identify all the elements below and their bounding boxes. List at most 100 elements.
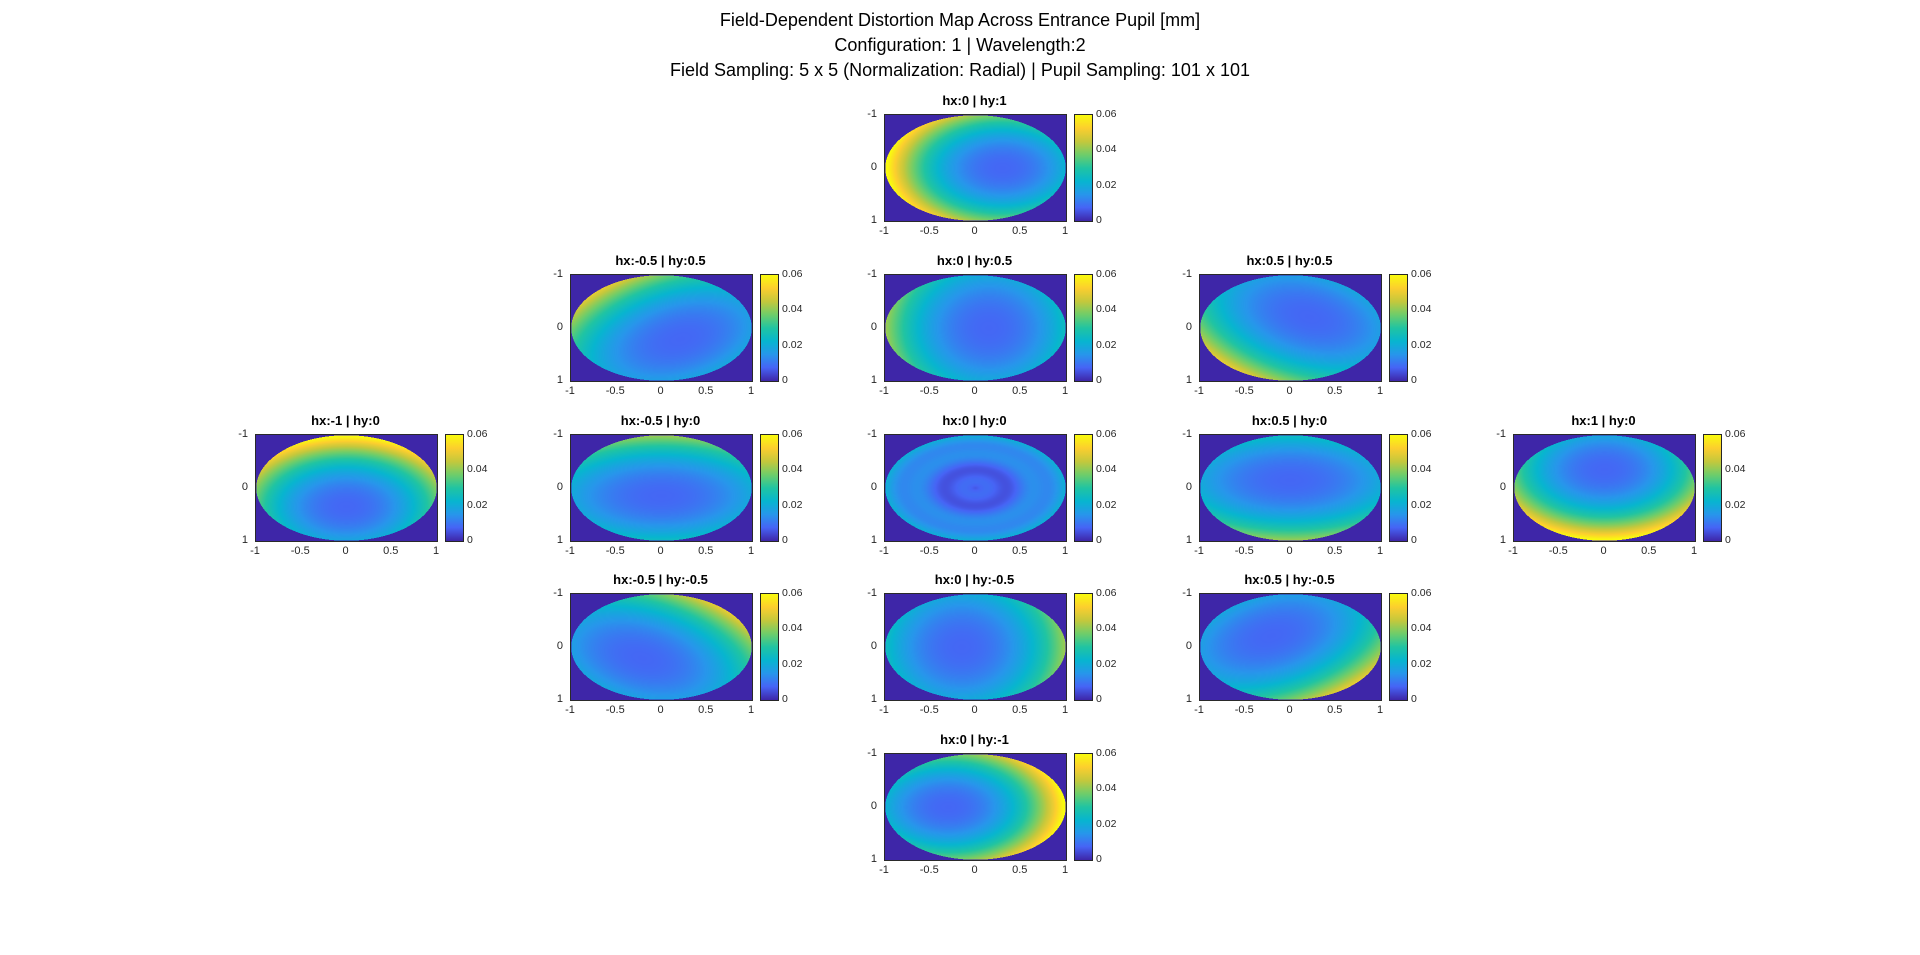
x-axis-tick-label: -1 <box>565 385 575 397</box>
x-axis-tick-label: 1 <box>1061 385 1069 397</box>
x-axis-tick-label: -0.5 <box>919 225 939 237</box>
colorbar-tick-label: 0 <box>1411 534 1417 546</box>
y-axis-tick-label: 0 <box>870 800 877 812</box>
x-axis-tick-label: -1 <box>1194 704 1204 716</box>
y-axis-tick-label: 1 <box>556 374 563 386</box>
x-axis-tick-label: -0.5 <box>605 385 625 397</box>
x-axis-tick-label: -0.5 <box>605 545 625 557</box>
x-axis-tick-label: 1 <box>747 385 755 397</box>
colorbar <box>1074 753 1093 861</box>
y-axis-tick-label: 1 <box>1185 534 1192 546</box>
y-axis-tick-label: 0 <box>1185 640 1192 652</box>
x-axis-tick-label: 1 <box>1061 545 1069 557</box>
colorbar-tick-label: 0.06 <box>1411 587 1432 599</box>
colorbar-tick-label: 0.04 <box>1725 463 1746 476</box>
colorbar-tick-label: 0.06 <box>1725 428 1746 440</box>
subplot-hx-0.5-hy-0.5: hx:-0.5 | hy:-0.5 -1 0 1 -1 -0.5 0 0.5 1 0 0.02 0.0… <box>536 569 822 717</box>
subplot-title: hx:-1 | hy:0 <box>311 413 380 428</box>
colorbar-tick-label: 0.06 <box>1411 428 1432 440</box>
y-axis-tick-label: 0 <box>241 481 248 493</box>
subplot-hx-1-hy0: hx:-1 | hy:0 -1 0 1 -1 -0.5 0 0.5 1 0 0.02 0.04 0.06 <box>221 410 507 558</box>
colorbar-tick-label: 0.06 <box>782 268 803 280</box>
x-axis-tick-label: 0 <box>657 704 664 716</box>
x-axis-tick-label: 0 <box>342 545 349 557</box>
colorbar-tick-label: 0.02 <box>1411 498 1432 511</box>
x-axis-tick-label: 0.5 <box>1012 864 1028 876</box>
y-axis-tick-label: 0 <box>870 640 877 652</box>
x-axis-tick-label: 1 <box>432 545 440 557</box>
x-axis-tick-label: 0.5 <box>1012 225 1028 237</box>
colorbar-tick-label: 0 <box>1096 374 1102 386</box>
x-axis-tick-label: 0 <box>1286 704 1293 716</box>
x-axis-tick-label: -0.5 <box>605 704 625 716</box>
y-axis-tick-label: 0 <box>556 481 563 493</box>
y-axis-tick-label: -1 <box>553 428 563 440</box>
y-axis-tick-label: 0 <box>556 640 563 652</box>
y-axis-tick-label: -1 <box>867 747 877 759</box>
colorbar-tick-label: 0.04 <box>1411 303 1432 316</box>
x-axis-tick-label: 0.5 <box>698 545 714 557</box>
colorbar-tick-label: 0 <box>1411 374 1417 386</box>
distortion-heatmap <box>1513 434 1696 542</box>
colorbar-tick-label: 0.02 <box>782 657 803 670</box>
colorbar-tick-label: 0.04 <box>782 303 803 316</box>
x-axis-tick-label: 1 <box>1061 704 1069 716</box>
x-axis-tick-label: -1 <box>1194 385 1204 397</box>
colorbar-tick-label: 0.02 <box>1411 338 1432 351</box>
x-axis-tick-label: -0.5 <box>919 545 939 557</box>
subplot-title: hx:-0.5 | hy:0 <box>620 413 701 428</box>
subplot-title: hx:0.5 | hy:-0.5 <box>1244 572 1335 587</box>
colorbar <box>1703 434 1722 542</box>
y-axis-tick-label: 1 <box>1185 374 1192 386</box>
distortion-heatmap <box>570 593 753 701</box>
x-axis-tick-label: 0 <box>971 225 978 237</box>
distortion-heatmap <box>570 434 753 542</box>
y-axis-tick-label: 1 <box>1185 693 1192 705</box>
y-axis-tick-label: 1 <box>870 693 877 705</box>
y-axis-tick-label: 0 <box>1499 481 1506 493</box>
subplot-hx-0.5-hy0.5: hx:-0.5 | hy:0.5 -1 0 1 -1 -0.5 0 0.5 1 0 0.02 0.04… <box>536 250 822 398</box>
subplot-title: hx:-0.5 | hy:0.5 <box>615 253 706 268</box>
colorbar-tick-label: 0.04 <box>467 463 488 476</box>
x-axis-tick-label: 1 <box>747 545 755 557</box>
x-axis-tick-label: -0.5 <box>919 385 939 397</box>
x-axis-tick-label: 0.5 <box>1012 385 1028 397</box>
colorbar-tick-label: 0.06 <box>1411 268 1432 280</box>
colorbar <box>760 274 779 382</box>
x-axis-tick-label: 0 <box>657 385 664 397</box>
y-axis-tick-label: 0 <box>870 321 877 333</box>
x-axis-tick-label: 1 <box>1376 545 1384 557</box>
colorbar <box>760 593 779 701</box>
colorbar-tick-label: 0 <box>1411 693 1417 705</box>
x-axis-tick-label: 0 <box>657 545 664 557</box>
x-axis-tick-label: -0.5 <box>1234 545 1254 557</box>
subplot-title: hx:-0.5 | hy:-0.5 <box>613 572 708 587</box>
subplot-title: hx:0 | hy:1 <box>942 93 1007 108</box>
colorbar-tick-label: 0 <box>1096 534 1102 546</box>
distortion-heatmap <box>1199 593 1382 701</box>
subplot-title: hx:1 | hy:0 <box>1571 413 1636 428</box>
x-axis-tick-label: -1 <box>879 704 889 716</box>
colorbar-tick-label: 0.02 <box>1096 817 1117 830</box>
distortion-heatmap <box>884 593 1067 701</box>
distortion-heatmap <box>570 274 753 382</box>
x-axis-tick-label: -1 <box>565 704 575 716</box>
colorbar-tick-label: 0.02 <box>1411 657 1432 670</box>
y-axis-tick-label: 0 <box>1185 481 1192 493</box>
subplot-hx-0.5-hy0: hx:-0.5 | hy:0 -1 0 1 -1 -0.5 0 0.5 1 0 0.02 0.04 0.… <box>536 410 822 558</box>
y-axis-tick-label: 1 <box>556 693 563 705</box>
y-axis-tick-label: 1 <box>241 534 248 546</box>
x-axis-tick-label: -0.5 <box>1234 704 1254 716</box>
distortion-heatmap <box>255 434 438 542</box>
x-axis-tick-label: 1 <box>1376 385 1384 397</box>
colorbar-tick-label: 0.02 <box>782 338 803 351</box>
colorbar-tick-label: 0 <box>782 534 788 546</box>
colorbar-tick-label: 0 <box>1725 534 1731 546</box>
colorbar-tick-label: 0.06 <box>467 428 488 440</box>
subplot-hx0-hy1: hx:0 | hy:1 -1 0 1 -1 -0.5 0 0.5 1 0 0.02 0.04 0.06 <box>850 90 1136 238</box>
x-axis-tick-label: -1 <box>879 864 889 876</box>
colorbar-tick-label: 0.04 <box>1411 463 1432 476</box>
x-axis-tick-label: -1 <box>565 545 575 557</box>
y-axis-tick-label: 1 <box>870 214 877 226</box>
x-axis-tick-label: -0.5 <box>1548 545 1568 557</box>
